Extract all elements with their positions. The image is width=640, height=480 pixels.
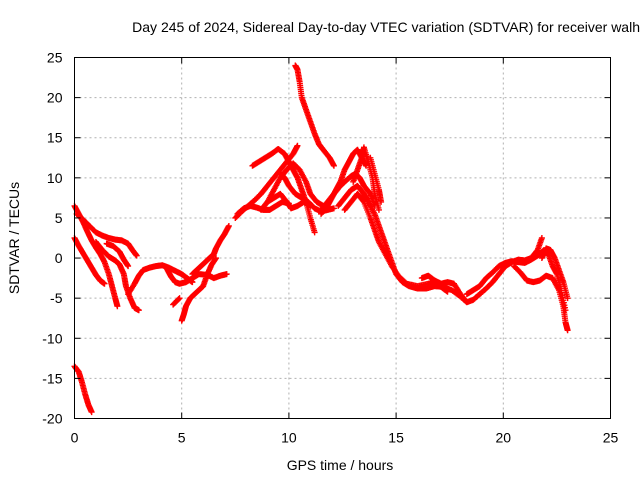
series-arc-13	[234, 198, 292, 217]
x-tick-label: 10	[281, 430, 297, 446]
series-arc-5	[92, 239, 142, 314]
series-arc-1	[71, 363, 95, 416]
axis-ticks	[74, 57, 611, 419]
y-tick-labels: -20 -15 -10 -5 0 5 10 15 20 25	[42, 50, 62, 427]
series-arc-24	[367, 154, 385, 205]
series-arc-25	[418, 235, 545, 306]
x-tick-label: 20	[496, 430, 512, 446]
data-point	[88, 409, 95, 416]
series-arc-10	[178, 255, 220, 324]
series-arc-9	[170, 295, 183, 308]
series-arc-6	[103, 240, 132, 270]
data-point	[564, 295, 571, 302]
y-tick-label: 15	[47, 130, 63, 146]
chart-title: Day 245 of 2024, Sidereal Day-to-day VTE…	[132, 19, 640, 35]
y-tick-label: 10	[47, 170, 63, 186]
data-point	[311, 229, 318, 236]
data-point	[176, 295, 183, 302]
x-tick-label: 0	[71, 430, 79, 446]
series-arc-27	[511, 263, 571, 334]
x-tick-labels: 0 5 10 15 20 25	[71, 430, 619, 446]
series-arc-8	[163, 265, 230, 287]
data-point	[294, 142, 301, 149]
data-point	[360, 197, 367, 204]
series-arc-11	[189, 222, 232, 278]
data-point	[375, 206, 382, 213]
data-point	[101, 280, 108, 287]
grid	[74, 57, 611, 419]
data-point	[135, 307, 142, 314]
y-tick-label: 0	[55, 250, 63, 266]
data-point	[378, 198, 385, 205]
x-tick-label: 25	[603, 430, 619, 446]
x-tick-label: 15	[388, 430, 404, 446]
y-tick-label: -5	[50, 290, 63, 306]
series-arc-16	[249, 145, 318, 236]
y-axis-label: SDTVAR / TECUs	[6, 182, 22, 294]
data-points	[71, 62, 571, 416]
series-arc-17	[277, 170, 337, 215]
y-tick-label: -10	[42, 330, 62, 346]
data-point	[538, 235, 545, 241]
y-tick-label: -20	[42, 411, 62, 427]
series-arc-21	[335, 182, 470, 306]
data-point	[330, 205, 337, 212]
y-tick-label: -15	[42, 370, 62, 386]
data-point	[213, 255, 220, 262]
series-arc-28	[538, 245, 571, 302]
series-arc-4	[73, 210, 140, 259]
data-point	[114, 303, 121, 310]
x-axis-label: GPS time / hours	[287, 457, 394, 473]
data-point	[444, 288, 451, 295]
data-point	[564, 327, 571, 334]
plot-frame	[74, 57, 611, 419]
x-tick-label: 5	[178, 430, 186, 446]
series-arc-18	[292, 62, 337, 169]
data-point	[223, 271, 230, 278]
y-tick-label: 25	[47, 50, 63, 66]
data-point	[133, 252, 140, 259]
data-point	[125, 263, 132, 270]
data-point	[225, 222, 232, 229]
data-point	[330, 162, 337, 169]
y-tick-label: 5	[55, 210, 63, 226]
y-tick-label: 20	[47, 90, 63, 106]
data-point	[175, 295, 182, 302]
